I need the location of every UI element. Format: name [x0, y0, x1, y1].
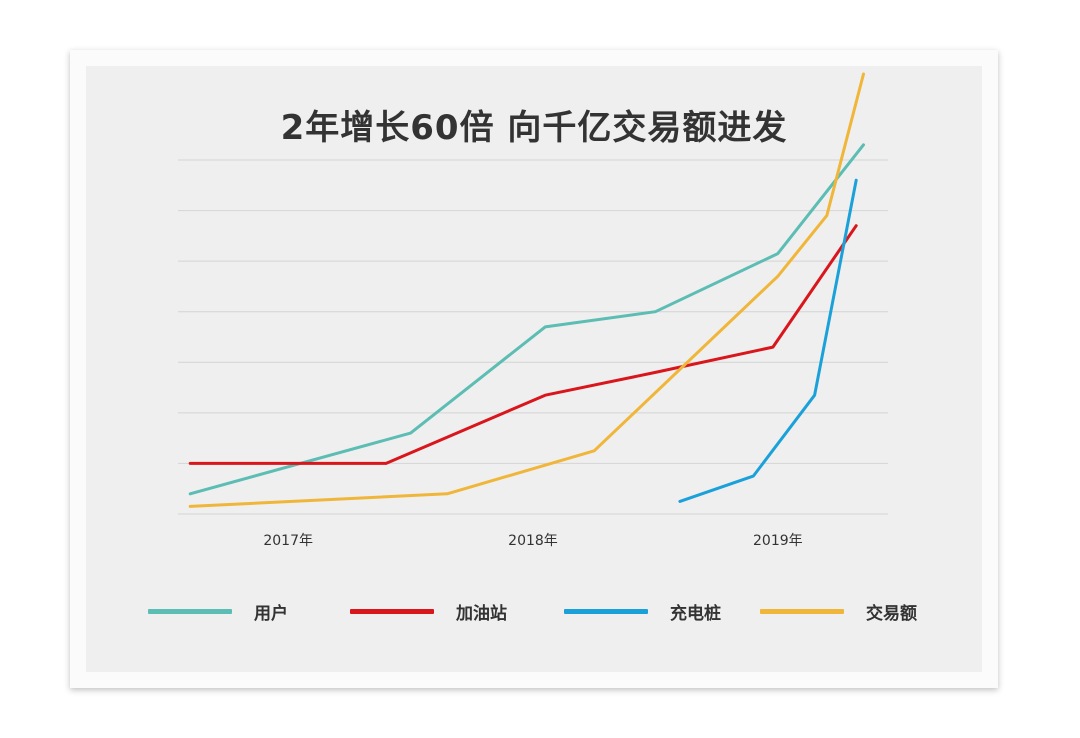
legend-item-gas-stations: 加油站: [350, 596, 507, 626]
x-tick-label: 2017年: [263, 533, 313, 549]
x-axis-ticks: 2017年 2018年 2019年: [263, 533, 802, 549]
legend-item-charging-piles: 充电桩: [564, 596, 721, 626]
legend-label-charging-piles: 充电桩: [670, 603, 721, 624]
x-tick-label: 2019年: [753, 533, 803, 549]
chart-title: 2年增长60倍 向千亿交易额进发: [280, 108, 788, 148]
legend-swatch-users: [148, 608, 232, 614]
legend: 用户 加油站 充电桩 交易额: [86, 596, 982, 626]
x-tick-label: 2018年: [508, 533, 558, 549]
series-lines: [188, 72, 865, 508]
chart-panel: [86, 66, 982, 672]
legend-item-transaction-volume: 交易额: [760, 596, 917, 626]
series-line-0: [188, 143, 865, 496]
legend-swatch-charging-piles: [564, 608, 648, 614]
legend-label-transaction-volume: 交易额: [866, 603, 917, 624]
series-line-3: [188, 72, 865, 508]
legend-swatch-transaction-volume: [760, 608, 844, 614]
series-line-2: [678, 178, 858, 503]
legend-swatch-gas-stations: [350, 608, 434, 614]
series-line-1: [188, 224, 858, 465]
legend-label-gas-stations: 加油站: [456, 603, 507, 624]
legend-item-users: 用户: [148, 596, 288, 626]
legend-label-users: 用户: [254, 603, 288, 624]
